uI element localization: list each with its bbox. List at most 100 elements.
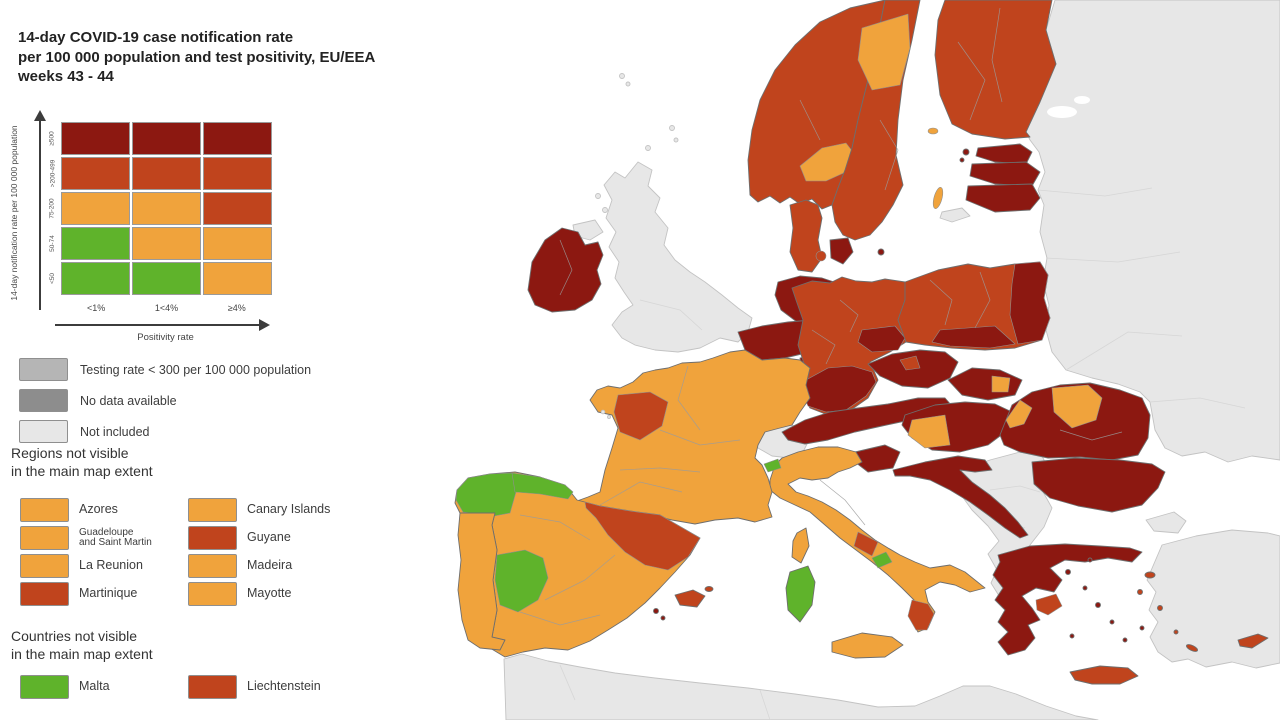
legend-swatch (19, 420, 68, 443)
legend-matrix: ≥500 >200-499 75-200 50-74 <50 (46, 122, 272, 295)
matrix-cell-red (203, 192, 272, 225)
regions-heading: Regions not visible in the main map exte… (11, 445, 153, 479)
region-great-britain (603, 161, 753, 353)
list-swatch (188, 498, 237, 522)
list-label: La Reunion (79, 558, 143, 573)
list-swatch (188, 554, 237, 578)
countries-heading: Countries not visible in the main map ex… (11, 628, 153, 662)
region-molise (871, 551, 893, 569)
lake-onega (1074, 96, 1090, 104)
legend-swatch (19, 358, 68, 381)
europe-choropleth-map (454, 0, 1280, 720)
matrix-cell-dark_red (203, 122, 272, 155)
list-swatch (188, 675, 237, 699)
region-asturias-cantabria (511, 472, 574, 500)
region-calabria (907, 599, 935, 631)
region-slovakia-central (991, 375, 1011, 393)
list-label: Malta (79, 679, 110, 694)
list-item: Liechtenstein (188, 675, 418, 699)
region-estonia (975, 143, 1033, 165)
x-axis-arrow (55, 324, 261, 326)
region-kaliningrad (939, 207, 971, 223)
border-line (1149, 397, 1246, 409)
region-menorca (704, 586, 714, 592)
list-swatch (20, 526, 69, 550)
region-cyprus (1237, 633, 1269, 649)
list-item: Azores (20, 498, 188, 522)
region-channel-islands (600, 409, 611, 419)
region-hungary-sw (907, 414, 951, 449)
legend-label: Not included (80, 424, 150, 439)
region-north-africa (503, 653, 1099, 720)
region-slovenia (854, 444, 901, 473)
region-abruzzo (853, 531, 879, 557)
list-label: Guadeloupe and Saint Martin (79, 526, 152, 548)
x-axis-label: Positivity rate (137, 332, 194, 343)
border-line (544, 554, 616, 601)
border-line (519, 611, 601, 626)
matrix-row-label: ≥500 (49, 131, 57, 146)
list-label: Mayotte (247, 586, 292, 601)
list-item: Mayotte (188, 582, 418, 606)
page-title: 14-day COVID-19 case notification rate p… (18, 29, 376, 85)
border-line (957, 41, 986, 121)
list-item: La Reunion (20, 554, 188, 578)
region-turkey-thrace (1145, 511, 1187, 534)
region-portugal (457, 512, 506, 651)
border-line (839, 299, 859, 333)
matrix-cell-red (61, 157, 130, 190)
region-pays-de-la-loire (613, 391, 669, 441)
border-line (819, 479, 866, 526)
border-line (559, 239, 573, 296)
list-swatch (20, 675, 69, 699)
list-label: Martinique (79, 586, 138, 601)
region-valle-aosta (763, 458, 782, 473)
region-corsica (791, 527, 810, 564)
legend-swatch (19, 389, 68, 412)
border-line (799, 99, 821, 141)
list-label: Madeira (247, 558, 293, 573)
region-extremadura (494, 549, 549, 613)
list-item: Guyane (188, 526, 418, 550)
matrix-row-label: >200-499 (49, 159, 56, 188)
region-scottish-islands (595, 125, 679, 213)
region-aland (927, 127, 939, 135)
region-poland-east (1009, 261, 1051, 345)
border-line (1045, 251, 1181, 263)
region-spain-northeast (584, 501, 701, 571)
list-swatch (20, 498, 69, 522)
matrix-cell-dark_red (61, 122, 130, 155)
region-attica (1035, 593, 1063, 616)
matrix-cell-dark_red (132, 122, 201, 155)
y-axis-label: 14-day notification rate per 100 000 pop… (9, 125, 19, 301)
region-ibiza (653, 608, 666, 621)
list-label: Canary Islands (247, 502, 331, 517)
region-mallorca (674, 589, 706, 608)
list-item: Guadeloupe and Saint Martin (20, 526, 188, 550)
region-sweden-north (857, 13, 911, 91)
region-turkey (1146, 529, 1280, 669)
region-eastern-europe (1025, 0, 1280, 463)
region-sardinia (785, 565, 816, 623)
y-axis-arrow-head (34, 110, 46, 121)
matrix-row-label: 50-74 (49, 235, 56, 252)
matrix-row-label: <50 (49, 272, 56, 285)
region-greece (992, 543, 1143, 656)
region-denmark (789, 199, 823, 273)
region-latvia (969, 161, 1041, 187)
border-line (811, 329, 836, 365)
region-galicia (455, 472, 517, 517)
border-line (1059, 429, 1123, 441)
region-faroe-islands (619, 73, 631, 87)
region-romania-west (1005, 399, 1033, 429)
list-swatch (188, 526, 237, 550)
countries-not-visible-list: Malta Liechtenstein (20, 672, 418, 702)
list-item: Madeira (188, 554, 418, 578)
region-sicily (831, 632, 904, 659)
matrix-cell-orange (132, 192, 201, 225)
region-finland (934, 0, 1057, 140)
matrix-cell-orange (61, 192, 130, 225)
border-line (559, 664, 576, 701)
region-funen (815, 250, 827, 262)
